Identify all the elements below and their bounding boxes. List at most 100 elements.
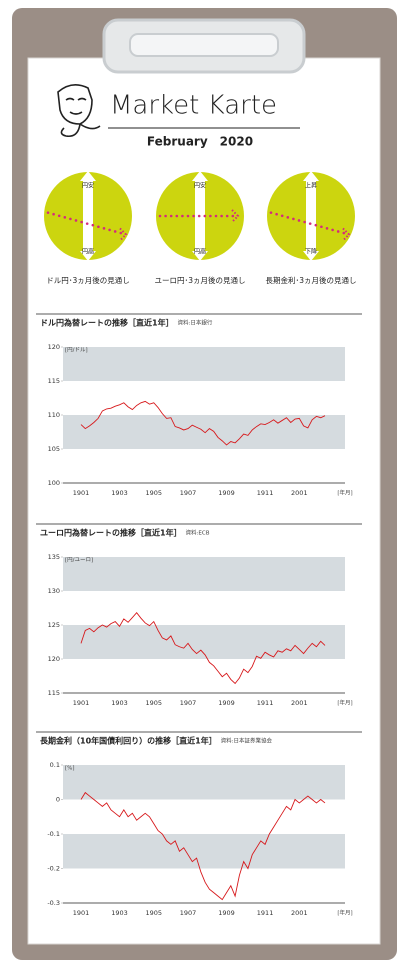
- outlook-dot: [342, 231, 346, 235]
- outlook-top: 上昇: [305, 182, 317, 190]
- chart-title: ドル円為替レートの推移［直近1年］: [40, 318, 174, 328]
- x-tick-label: 1903: [111, 909, 128, 917]
- x-unit: [年月]: [337, 489, 352, 497]
- x-tick-label: 1911: [257, 699, 274, 707]
- outlook-dot: [269, 211, 273, 214]
- outlook-bottom: 円高: [82, 248, 94, 256]
- x-tick-label: 1909: [218, 489, 235, 497]
- x-tick-label: 1911: [257, 489, 274, 497]
- y-unit: [円/ドル]: [65, 347, 88, 354]
- x-tick-label: 2001: [291, 699, 308, 707]
- y-tick-label: 120: [48, 343, 60, 351]
- outlook-top: 円安: [82, 182, 94, 190]
- outlook-dot: [303, 220, 306, 224]
- outlook-caption: 長期金利･3ヵ月後の見通し: [265, 275, 356, 285]
- outlook-bottom: 下降: [305, 248, 317, 256]
- outlook-dot: [113, 230, 117, 233]
- outlook-dot: [231, 214, 235, 218]
- outlook-dot: [108, 228, 111, 232]
- outlook-dot: [46, 211, 50, 214]
- series-line: [80, 400, 326, 446]
- grid-band: [63, 765, 345, 800]
- y-tick-label: 115: [48, 377, 60, 385]
- outlook-dot: [286, 216, 290, 219]
- outlook-dot: [220, 214, 223, 218]
- logo: [57, 84, 101, 138]
- x-unit: [年月]: [337, 699, 352, 707]
- outlook-bar: [306, 180, 316, 252]
- issue-date: February 2020: [147, 135, 253, 149]
- chart-source: 資料:日本証券業協会: [221, 737, 273, 745]
- outlook-arrowhead: [80, 171, 96, 261]
- outlook-caption: ユーロ円･3ヵ月後の見通し: [154, 275, 245, 285]
- outlook-dot: [203, 214, 207, 218]
- outlook-dot: [91, 223, 95, 227]
- y-tick-label: 125: [48, 621, 60, 629]
- outlook-dot: [186, 214, 190, 218]
- outlook-bar: [83, 180, 93, 252]
- outlook-arrow: [342, 227, 351, 242]
- y-tick-label: 110: [48, 411, 60, 419]
- x-tick-label: 1901: [73, 909, 90, 917]
- x-tick-label: 1903: [111, 699, 128, 707]
- x-tick-label: 2001: [291, 489, 308, 497]
- outlook-dot: [192, 214, 195, 218]
- outlook-dot: [97, 225, 100, 229]
- outlook-dot: [292, 217, 295, 221]
- outlook-dot: [275, 212, 278, 216]
- outlook-arrow: [119, 227, 128, 242]
- outlook-dot: [325, 227, 329, 230]
- x-tick-label: 1903: [111, 489, 128, 497]
- y-unit: [%]: [65, 766, 75, 772]
- charts: ドル円為替レートの推移［直近1年］ 資料:日本銀行 100 105 110 115 120 […: [36, 313, 362, 917]
- outlook-dot: [63, 216, 67, 219]
- outlook-arrowhead: [192, 171, 208, 261]
- y-tick-label: -0.1: [47, 830, 60, 838]
- outlook-dot: [85, 222, 89, 225]
- x-tick-label: 1907: [180, 699, 197, 707]
- chart-source: 資料:ECB: [186, 529, 210, 537]
- outlook-dot: [308, 222, 312, 225]
- outlook-dot: [181, 214, 184, 218]
- outlook-dot: [158, 214, 162, 218]
- outlook-dot: [209, 214, 212, 218]
- outlook-dot: [197, 214, 201, 218]
- grid-band: [63, 834, 345, 869]
- x-tick-label: 1905: [145, 909, 162, 917]
- outlook-dot: [214, 214, 218, 218]
- y-tick-label: -0.2: [47, 865, 60, 873]
- y-tick-label: 105: [48, 445, 60, 453]
- outlook-dot: [169, 214, 173, 218]
- outlook-dot: [52, 212, 55, 216]
- y-unit: [円/ユーロ]: [65, 557, 93, 564]
- grid-band: [63, 557, 345, 591]
- outlook-dot: [331, 228, 334, 232]
- y-tick-label: 115: [48, 689, 60, 697]
- outlook-dot: [314, 223, 318, 227]
- app-title: Market Karte: [110, 91, 277, 121]
- outlook-arrow: [231, 209, 240, 223]
- y-tick-label: 0.1: [50, 761, 60, 769]
- chart-title: ユーロ円為替レートの推移［直近1年］: [40, 528, 182, 538]
- series-line: [80, 612, 326, 685]
- chart-source: 資料:日本銀行: [178, 319, 213, 327]
- outlook-dot: [225, 214, 229, 218]
- y-tick-label: 130: [48, 587, 60, 595]
- outlook-dot: [74, 219, 78, 222]
- outlook-dot: [320, 225, 323, 229]
- x-tick-label: 1905: [145, 699, 162, 707]
- outlook-dot: [119, 231, 123, 235]
- outlook-dot: [336, 230, 340, 233]
- outlook-dot: [175, 214, 179, 218]
- grid-band: [63, 347, 345, 381]
- outlook-dot: [164, 214, 167, 218]
- outlook-dot: [57, 214, 61, 218]
- outlook-dot: [102, 227, 106, 230]
- y-tick-label: 0: [56, 796, 60, 804]
- x-tick-label: 1909: [218, 909, 235, 917]
- outlook-dot: [280, 214, 284, 218]
- x-tick-label: 1907: [180, 489, 197, 497]
- outlook-dot: [69, 217, 72, 221]
